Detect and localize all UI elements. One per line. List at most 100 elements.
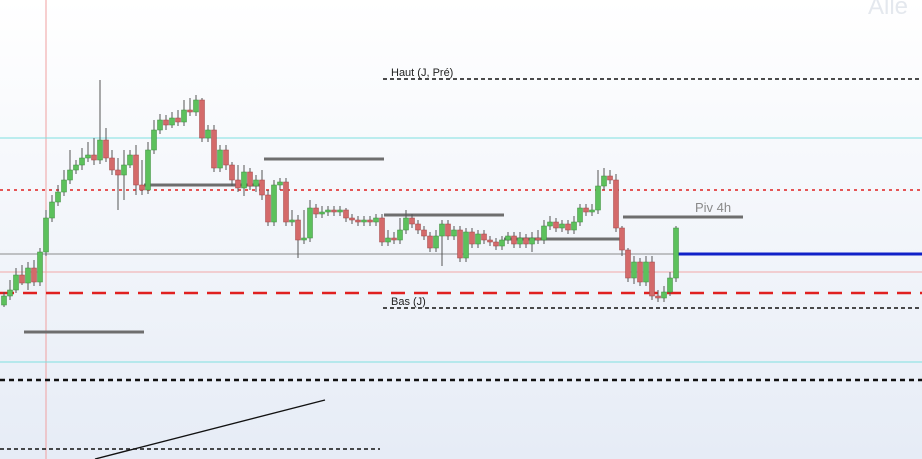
candle[interactable] xyxy=(85,142,91,162)
candle[interactable] xyxy=(637,258,643,286)
candle[interactable] xyxy=(157,114,163,134)
candle[interactable] xyxy=(259,170,265,200)
candle[interactable] xyxy=(463,228,469,262)
candle[interactable] xyxy=(235,165,241,192)
candle[interactable] xyxy=(469,228,475,248)
candle[interactable] xyxy=(631,256,637,284)
candle[interactable] xyxy=(391,232,397,244)
candle[interactable] xyxy=(589,204,595,216)
candle[interactable] xyxy=(31,260,37,286)
candle[interactable] xyxy=(277,178,283,190)
candle[interactable] xyxy=(37,248,43,286)
candle[interactable] xyxy=(103,128,109,162)
candle[interactable] xyxy=(529,232,535,252)
candle[interactable] xyxy=(475,230,481,248)
candle[interactable] xyxy=(313,204,319,218)
candle[interactable] xyxy=(1,292,7,307)
candle[interactable] xyxy=(343,208,349,222)
candle[interactable] xyxy=(337,206,343,216)
candle[interactable] xyxy=(439,220,445,266)
candle[interactable] xyxy=(349,214,355,224)
candle[interactable] xyxy=(655,290,661,302)
candle[interactable] xyxy=(229,162,235,186)
candle[interactable] xyxy=(643,256,649,286)
candle[interactable] xyxy=(619,226,625,256)
candle[interactable] xyxy=(499,236,505,250)
candle[interactable] xyxy=(295,215,301,258)
candle[interactable] xyxy=(181,100,187,126)
candle[interactable] xyxy=(607,170,613,184)
candle[interactable] xyxy=(151,120,157,154)
candle[interactable] xyxy=(457,226,463,262)
candle[interactable] xyxy=(19,265,25,285)
candle[interactable] xyxy=(601,168,607,190)
candle[interactable] xyxy=(397,218,403,244)
candle[interactable] xyxy=(535,230,541,244)
candle[interactable] xyxy=(283,178,289,226)
candle[interactable] xyxy=(301,210,307,244)
candle[interactable] xyxy=(253,175,259,192)
candle[interactable] xyxy=(121,150,127,200)
candle[interactable] xyxy=(673,226,679,282)
candle[interactable] xyxy=(187,98,193,116)
candle[interactable] xyxy=(547,216,553,230)
candle[interactable] xyxy=(217,145,223,172)
candle[interactable] xyxy=(175,110,181,126)
candle[interactable] xyxy=(613,174,619,232)
candle[interactable] xyxy=(487,236,493,246)
candle[interactable] xyxy=(541,220,547,244)
candle[interactable] xyxy=(517,232,523,248)
candle[interactable] xyxy=(211,125,217,172)
candle[interactable] xyxy=(49,195,55,222)
candle[interactable] xyxy=(109,150,115,175)
candle[interactable] xyxy=(433,230,439,252)
candle[interactable] xyxy=(565,220,571,234)
candle[interactable] xyxy=(97,80,103,164)
candle[interactable] xyxy=(523,234,529,248)
candle[interactable] xyxy=(373,214,379,226)
candle[interactable] xyxy=(139,160,145,195)
candle[interactable] xyxy=(505,232,511,244)
candle[interactable] xyxy=(319,206,325,218)
candle[interactable] xyxy=(25,262,31,290)
candle[interactable] xyxy=(307,200,313,242)
candle[interactable] xyxy=(625,248,631,282)
candle[interactable] xyxy=(169,112,175,128)
candle[interactable] xyxy=(421,226,427,240)
candle[interactable] xyxy=(61,170,67,196)
candle[interactable] xyxy=(583,204,589,216)
candle[interactable] xyxy=(247,168,253,190)
candle[interactable] xyxy=(451,226,457,240)
candle[interactable] xyxy=(79,148,85,170)
candle[interactable] xyxy=(265,190,271,226)
candle[interactable] xyxy=(127,150,133,168)
candle[interactable] xyxy=(661,286,667,302)
candle[interactable] xyxy=(223,145,229,170)
candle[interactable] xyxy=(667,272,673,296)
candle[interactable] xyxy=(199,98,205,142)
candle[interactable] xyxy=(145,142,151,194)
trend-line[interactable] xyxy=(94,399,326,459)
candle[interactable] xyxy=(13,268,19,293)
candle[interactable] xyxy=(205,125,211,142)
candle[interactable] xyxy=(511,232,517,248)
candle[interactable] xyxy=(415,220,421,234)
candle[interactable] xyxy=(43,210,49,256)
candle[interactable] xyxy=(379,214,385,246)
candle[interactable] xyxy=(577,204,583,226)
candle[interactable] xyxy=(193,95,199,116)
candle[interactable] xyxy=(361,216,367,226)
candle[interactable] xyxy=(493,238,499,250)
candle[interactable] xyxy=(7,280,13,300)
candle[interactable] xyxy=(325,206,331,216)
candle[interactable] xyxy=(355,216,361,226)
candle[interactable] xyxy=(571,216,577,234)
candle[interactable] xyxy=(403,210,409,234)
candle[interactable] xyxy=(559,220,565,232)
candle[interactable] xyxy=(55,185,61,206)
candle[interactable] xyxy=(385,230,391,246)
candle[interactable] xyxy=(163,115,169,130)
candle[interactable] xyxy=(649,256,655,300)
candle[interactable] xyxy=(409,214,415,228)
candle[interactable] xyxy=(271,180,277,226)
